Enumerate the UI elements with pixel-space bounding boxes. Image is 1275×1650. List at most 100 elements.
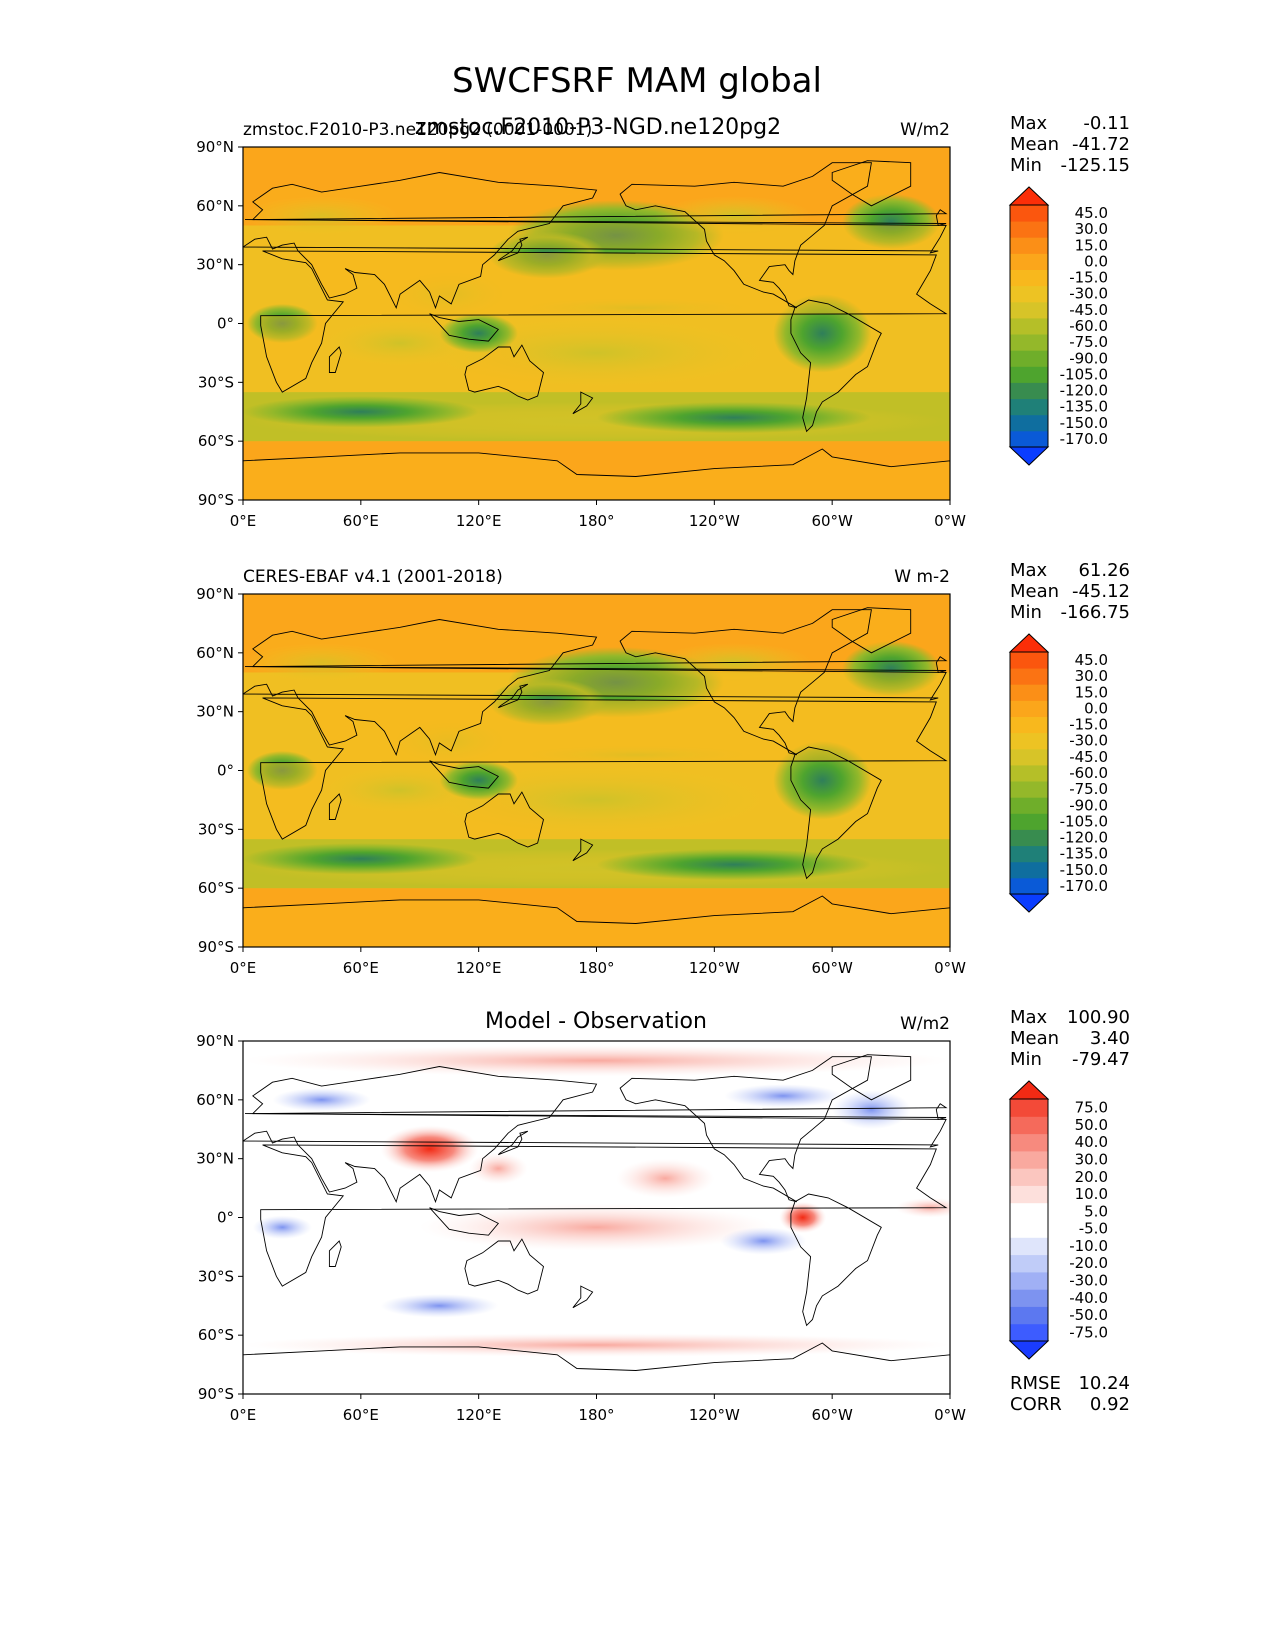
colorbar-0-segment — [1010, 301, 1048, 319]
corr-label: CORR — [1010, 1394, 1062, 1415]
colorbar-0-tick-label: -135.0 — [1060, 398, 1108, 416]
colorbar-1-segment — [1010, 829, 1048, 847]
colorbar-2-tick-label: 20.0 — [1075, 1168, 1108, 1186]
coastline-eurasia — [243, 172, 947, 310]
colorbar-2-tick-label: -40.0 — [1069, 1289, 1108, 1307]
coastline-samerica — [790, 299, 882, 433]
colorbar-0-segment — [1010, 414, 1048, 432]
coastline-australia — [464, 791, 545, 848]
coastline-eurasia — [243, 619, 947, 757]
map-2-xtick-label: 0°W — [934, 1406, 966, 1424]
map-2-field-blob — [243, 1333, 950, 1357]
colorbar-2-tick-label: 30.0 — [1075, 1151, 1108, 1169]
colorbar-0-tick-label: 30.0 — [1075, 220, 1108, 238]
map-0-ytick-label: 90°N — [196, 138, 234, 156]
map-2-field-blob — [468, 1152, 528, 1185]
map-0-xtick-label: 0°W — [934, 512, 966, 530]
colorbar-1-tick-label: -15.0 — [1069, 716, 1108, 734]
coastline-antarctica — [243, 448, 950, 500]
colorbar-2-extend-min — [1008, 1340, 1050, 1360]
map-2-field-blob — [419, 1203, 774, 1251]
colorbar-0-segment — [1010, 285, 1048, 303]
colorbar-0-tick-label: -45.0 — [1069, 301, 1108, 319]
colorbar-1-segment — [1010, 877, 1048, 895]
coastline-antarctica — [243, 1342, 950, 1394]
coastline-nz — [572, 391, 594, 415]
colorbar-2-segment — [1010, 1289, 1048, 1307]
map-0-land-tint — [243, 172, 947, 308]
coastline-australia — [464, 1238, 545, 1295]
colorbar-0-tick-label: -30.0 — [1069, 285, 1108, 303]
panel-2-stat-value: 3.40 — [1090, 1028, 1130, 1049]
map-0-xtick-label: 60°E — [343, 512, 379, 530]
rmse-value: 10.24 — [1078, 1373, 1130, 1394]
coastline-nz — [572, 838, 594, 862]
map-0-field — [243, 160, 950, 500]
corr-value: 0.92 — [1090, 1394, 1130, 1415]
map-1-xtick-label: 120°E — [456, 959, 502, 977]
map-2-field — [243, 1044, 950, 1357]
map-1-land-tint — [464, 792, 544, 847]
map-2-field-blob — [252, 1215, 312, 1240]
colorbar-1-segment — [1010, 861, 1048, 879]
coastline-uk — [244, 656, 948, 673]
panel-0-units: W/m2 — [900, 120, 950, 140]
colorbar-2-tick-label: -20.0 — [1069, 1254, 1108, 1272]
panel-0-stat-value: -125.15 — [1061, 155, 1130, 176]
map-1-ytick-label: 30°N — [196, 703, 234, 721]
colorbar-0-segment — [1010, 350, 1048, 367]
colorbar-1-tick-label: 45.0 — [1075, 651, 1108, 669]
map-1-xtick-label: 120°W — [689, 959, 740, 977]
colorbar-1-segment — [1010, 781, 1048, 798]
map-1-xtick-label: 180° — [578, 959, 614, 977]
map-1-land-tint — [832, 607, 911, 653]
map-1-field-blob — [243, 843, 479, 875]
panel-1-stat-label: Min — [1010, 602, 1042, 623]
map-1-field-blob — [518, 745, 754, 765]
panel-1-title-left: CERES-EBAF v4.1 (2001-2018) — [243, 567, 503, 587]
colorbar-1-segment — [1010, 813, 1048, 830]
colorbar-0-tick-label: 0.0 — [1084, 253, 1108, 271]
colorbar-2-segment — [1010, 1099, 1048, 1117]
panel-test: 0°E 60°E 120°E 180° 120°W 60°W 0°W 90°N 60°N 30°N… — [196, 113, 1130, 530]
colorbar-0-segment — [1010, 398, 1048, 416]
panel-2-stat-label: Min — [1010, 1049, 1042, 1070]
panel-0-stat-label: Min — [1010, 155, 1042, 176]
panel-2-units: W/m2 — [900, 1014, 950, 1034]
colorbar-1-tick-label: 15.0 — [1075, 683, 1108, 701]
map-2-xtick-label: 120°E — [456, 1406, 502, 1424]
colorbar-0-extend-min — [1008, 446, 1050, 466]
map-0-xtick-label: 180° — [578, 512, 614, 530]
colorbar-2-tick-label: -50.0 — [1069, 1306, 1108, 1324]
coastline-namerica — [619, 609, 872, 756]
panel-difference: 0°E 60°E 120°E 180° 120°W 60°W 0°W 90°N 60°N 30°N… — [196, 1007, 1130, 1424]
colorbar-0-segment — [1010, 430, 1048, 448]
map-2-field-blob — [380, 1125, 479, 1173]
colorbar-1-tick-label: -135.0 — [1060, 845, 1108, 863]
colorbar-0-tick-label: -60.0 — [1069, 317, 1108, 335]
map-1-ytick-label: 60°S — [198, 879, 234, 897]
map-1-xtick-label: 60°E — [343, 959, 379, 977]
map-0-ytick-label: 90°S — [198, 491, 234, 509]
map-1-coastlines — [243, 607, 950, 947]
colorbar-0-tick-label: -120.0 — [1060, 382, 1108, 400]
colorbar-0-tick-label: -105.0 — [1060, 365, 1108, 383]
panel-reference: 0°E 60°E 120°E 180° 120°W 60°W 0°W 90°N 60°N 30°N… — [196, 560, 1130, 977]
coastline-samerica — [790, 746, 882, 880]
colorbar-1-segment — [1010, 684, 1048, 701]
coastline-namerica — [619, 1056, 872, 1203]
coastline-madagascar — [328, 793, 342, 820]
colorbar-1-segment — [1010, 845, 1048, 863]
coastline-japan — [497, 683, 529, 709]
colorbar-1-tick-label: -90.0 — [1069, 796, 1108, 814]
map-1-field-blob — [390, 717, 509, 765]
map-1-field-blob — [842, 641, 941, 696]
colorbar-0-tick-label: -75.0 — [1069, 333, 1108, 351]
coastline-africa — [260, 697, 948, 840]
map-1-field-blob — [439, 760, 518, 800]
colorbar-2-segment — [1010, 1150, 1048, 1169]
colorbar-2-tick-label: 75.0 — [1075, 1099, 1108, 1117]
map-0-field-blob — [243, 396, 479, 428]
coastline-greenland — [831, 160, 912, 207]
colorbar-2-segment — [1010, 1202, 1048, 1221]
